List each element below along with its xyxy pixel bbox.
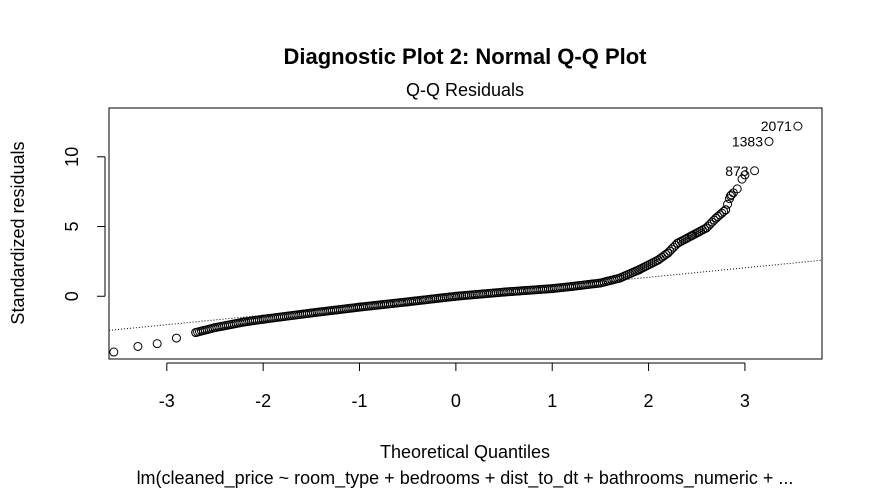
- data-points: [109, 121, 803, 357]
- outlier-point: [793, 121, 803, 131]
- reference-line: [108, 259, 823, 331]
- y-axis-label: Standardized residuals: [8, 141, 28, 324]
- footer-formula: lm(cleaned_price ~ room_type + bedrooms …: [137, 468, 794, 489]
- data-point: [133, 341, 143, 351]
- data-point: [740, 170, 750, 180]
- x-tick-label: 2: [644, 391, 654, 411]
- data-point: [152, 339, 162, 349]
- chart-subtitle: Q-Q Residuals: [406, 80, 524, 100]
- data-point: [728, 188, 738, 198]
- x-axis: -3 -2 -1 0 1 2 3: [159, 362, 750, 411]
- x-tick-label: -3: [159, 391, 175, 411]
- data-point: [723, 199, 733, 209]
- outlier-label: 873: [725, 163, 749, 179]
- y-tick-label: 0: [62, 291, 82, 301]
- data-point: [721, 205, 731, 215]
- x-axis-label: Theoretical Quantiles: [380, 442, 550, 462]
- data-point: [726, 190, 736, 200]
- y-tick-label: 5: [62, 222, 82, 232]
- data-point: [171, 333, 181, 343]
- plot-frame: [108, 107, 823, 360]
- outlier-label: 1383: [732, 133, 763, 149]
- y-axis: 0 5 10: [62, 147, 106, 301]
- y-tick-label: 10: [62, 147, 82, 167]
- chart-title: Diagnostic Plot 2: Normal Q-Q Plot: [283, 44, 647, 69]
- x-tick-label: 3: [740, 391, 750, 411]
- data-point: [109, 347, 119, 357]
- outlier-label: 2071: [761, 118, 792, 134]
- outlier-point: [764, 136, 774, 146]
- x-tick-label: -1: [352, 391, 368, 411]
- x-tick-label: 0: [451, 391, 461, 411]
- x-tick-label: 1: [547, 391, 557, 411]
- x-tick-label: -2: [255, 391, 271, 411]
- outlier-point: [750, 166, 760, 176]
- data-point: [719, 206, 729, 216]
